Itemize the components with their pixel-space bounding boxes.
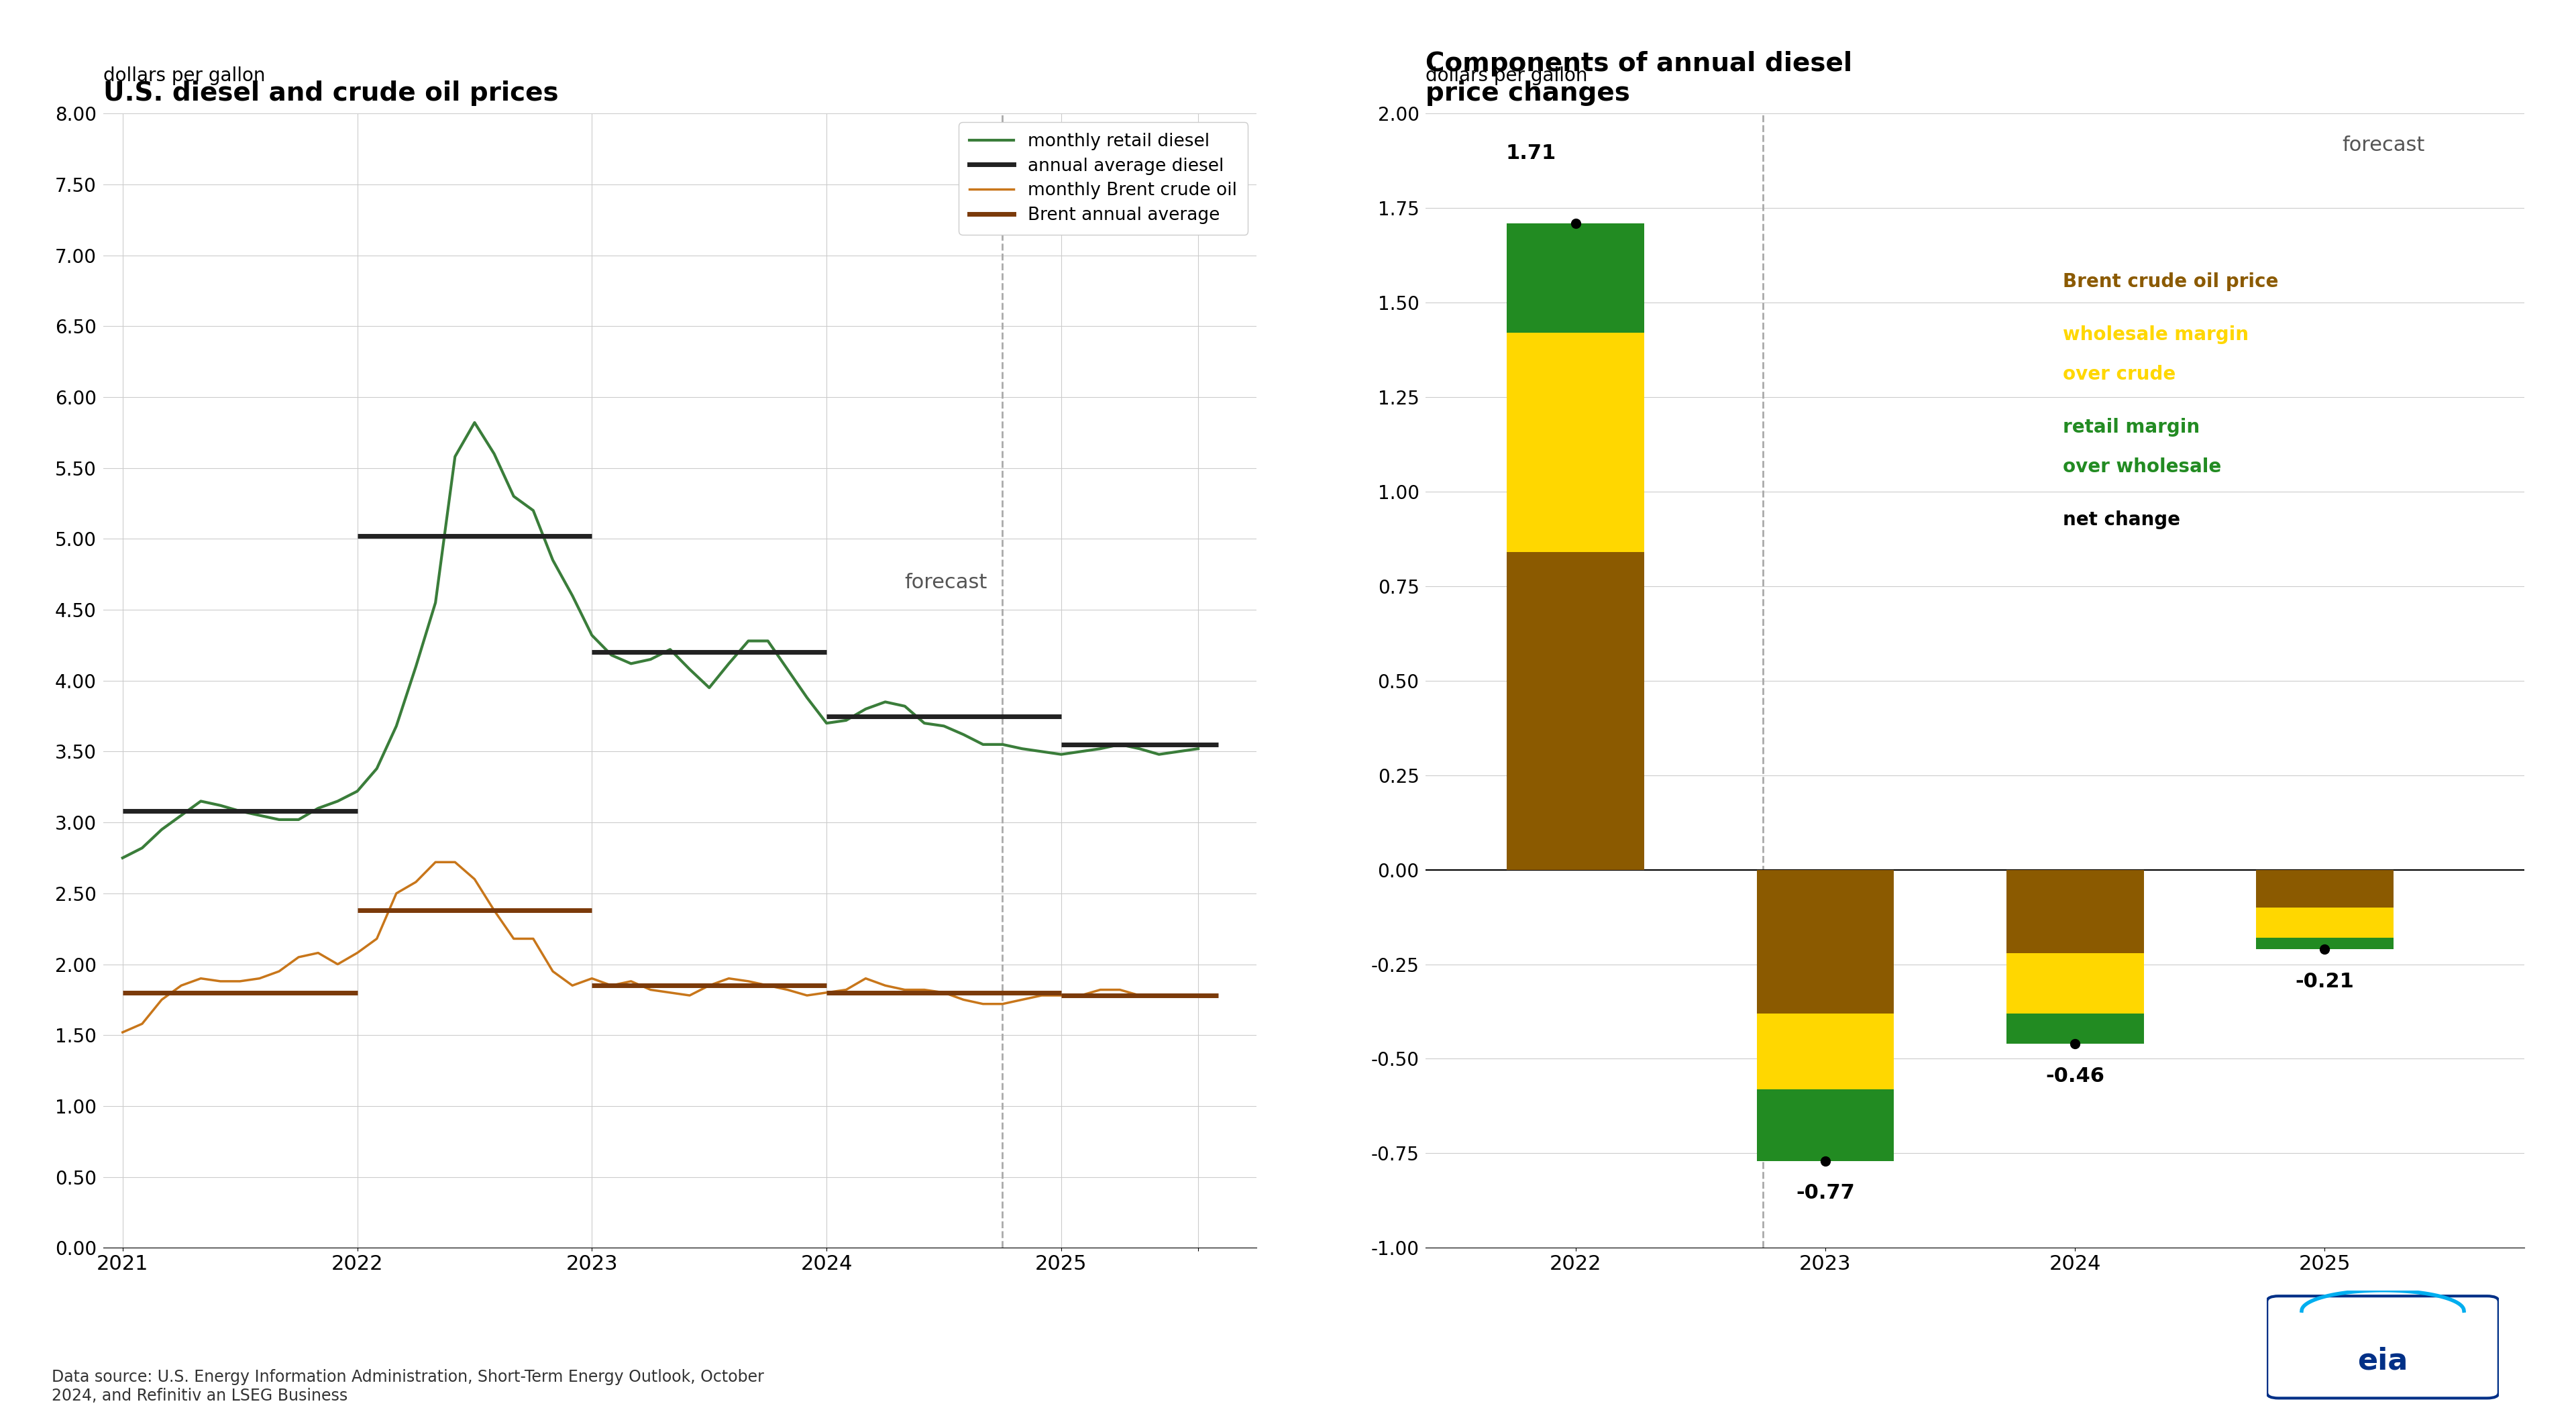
Legend: monthly retail diesel, annual average diesel, monthly Brent crude oil, Brent ann: monthly retail diesel, annual average di…: [958, 122, 1247, 234]
Text: Components of annual diesel
price changes: Components of annual diesel price change…: [1425, 51, 1852, 106]
Bar: [2257, 937, 2393, 949]
Text: 1.71: 1.71: [1504, 143, 1556, 163]
Text: U.S. diesel and crude oil prices: U.S. diesel and crude oil prices: [103, 81, 559, 106]
Bar: [1507, 552, 1643, 869]
Text: -0.46: -0.46: [2045, 1066, 2105, 1086]
Bar: [1757, 1089, 1893, 1161]
Bar: [1757, 869, 1893, 1014]
FancyBboxPatch shape: [2267, 1296, 2499, 1398]
Text: Brent crude oil price: Brent crude oil price: [2063, 272, 2277, 291]
Bar: [1507, 333, 1643, 552]
Text: retail margin: retail margin: [2063, 418, 2200, 437]
Bar: [2007, 953, 2143, 1014]
Text: Data source: U.S. Energy Information Administration, Short-Term Energy Outlook, : Data source: U.S. Energy Information Adm…: [52, 1368, 765, 1404]
Text: over crude: over crude: [2063, 364, 2174, 384]
Bar: [1507, 223, 1643, 333]
Text: dollars per gallon: dollars per gallon: [1425, 67, 1587, 85]
Text: -0.21: -0.21: [2295, 971, 2354, 991]
Bar: [2257, 869, 2393, 908]
Text: -0.77: -0.77: [1795, 1184, 1855, 1202]
Text: wholesale margin: wholesale margin: [2063, 325, 2249, 345]
Text: eia: eia: [2357, 1346, 2409, 1375]
Text: dollars per gallon: dollars per gallon: [103, 67, 265, 85]
Bar: [2257, 908, 2393, 937]
Text: net change: net change: [2063, 510, 2179, 529]
Text: forecast: forecast: [904, 573, 987, 593]
Bar: [2007, 869, 2143, 953]
Bar: [2007, 1014, 2143, 1044]
Text: over wholesale: over wholesale: [2063, 458, 2221, 476]
Text: forecast: forecast: [2342, 136, 2424, 156]
Bar: [1757, 1014, 1893, 1089]
